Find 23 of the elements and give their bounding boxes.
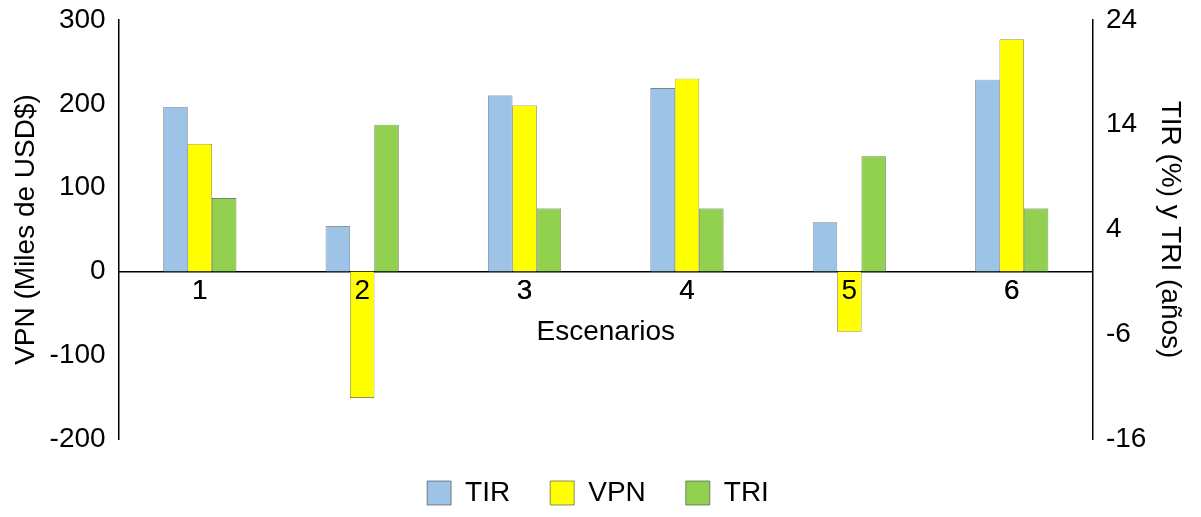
x-tick-label: 6 bbox=[1003, 273, 1020, 305]
y-tick-label: 0 bbox=[90, 254, 106, 286]
x-axis-title: Escenarios bbox=[536, 314, 676, 346]
y-tick-label: 300 bbox=[58, 2, 106, 34]
y2-tick-label: 24 bbox=[1105, 2, 1138, 34]
y2-axis-title: TIR (%) y TRI (años) bbox=[1156, 100, 1188, 359]
legend-label: TRI bbox=[723, 475, 769, 507]
x-tick-label: 4 bbox=[679, 273, 695, 305]
y2-tick-label: -6 bbox=[1105, 316, 1131, 348]
y-tick-label: -100 bbox=[49, 337, 106, 369]
x-tick-label: 5 bbox=[841, 273, 858, 305]
legend-label: VPN bbox=[588, 475, 646, 507]
y2-tick-label: 4 bbox=[1105, 212, 1122, 244]
legend-label: TIR bbox=[465, 475, 511, 507]
y-axis-title: VPN (Miles de USD$) bbox=[8, 94, 40, 365]
x-tick-label: 3 bbox=[516, 273, 533, 305]
x-tick-label: 1 bbox=[192, 273, 208, 305]
y-tick-label: -200 bbox=[49, 421, 106, 453]
x-tick-label: 2 bbox=[354, 273, 370, 305]
y-tick-label: 200 bbox=[58, 86, 106, 118]
y-tick-label: 100 bbox=[58, 170, 106, 202]
y2-tick-label: -16 bbox=[1105, 421, 1147, 453]
y2-tick-label: 14 bbox=[1105, 107, 1138, 139]
